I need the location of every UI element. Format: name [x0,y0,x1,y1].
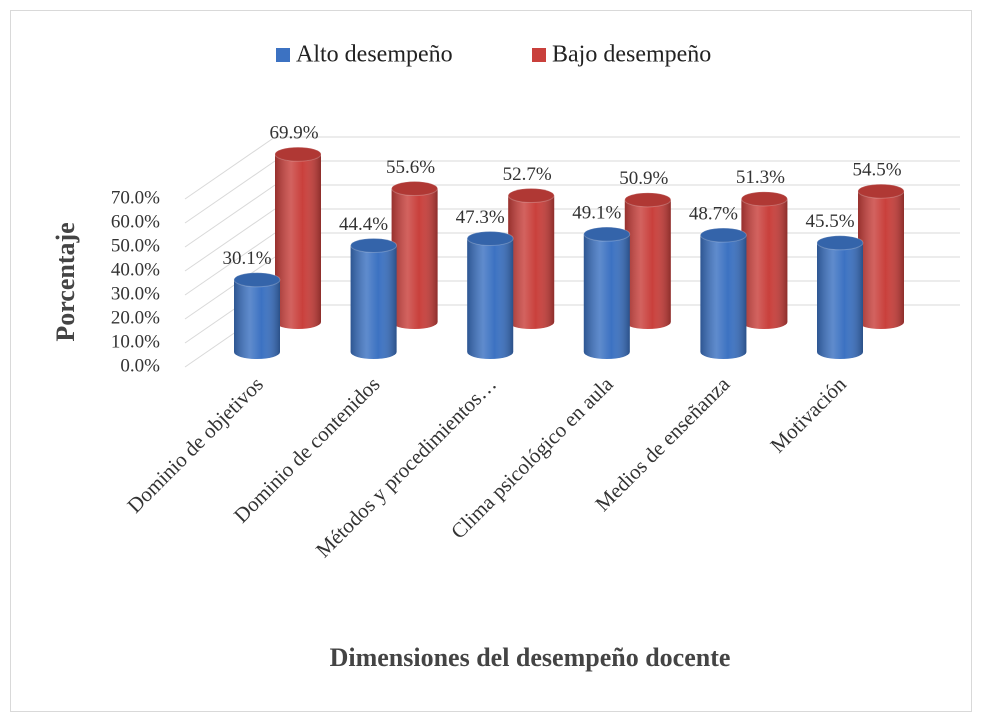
bar-shade [391,188,438,330]
bar-top-shade [624,192,671,207]
value-label: 45.5% [805,211,854,232]
bar [350,237,398,360]
y-tick-label: 20.0% [111,307,160,328]
value-label: 44.4% [339,214,388,235]
bar [699,227,747,360]
bar [583,226,631,360]
bar-shade [583,234,630,360]
bar-top-shade [391,181,438,196]
bar-top [274,146,322,162]
y-tick-label: 30.0% [111,283,160,304]
value-label: 30.1% [222,248,271,269]
legend-swatch [532,48,546,62]
x-axis-title: Dimensiones del desempeño docente [330,643,731,672]
value-label: 49.1% [572,203,621,224]
grid-line-side [184,160,276,224]
value-label: 47.3% [456,207,505,228]
value-label: 50.9% [619,168,668,189]
grid-line-side [184,136,276,200]
bar-top [583,226,631,242]
bar-top-shade [583,227,630,242]
value-label: 52.7% [503,164,552,185]
value-label: 51.3% [736,167,785,188]
bar-top-shade [350,238,397,253]
bar-top-shade [275,147,321,162]
y-axis-title: Porcentaje [51,222,80,341]
bar-top [624,192,672,208]
bar-top [233,272,281,288]
bar-top [466,230,514,246]
bar [816,235,864,359]
bar-top [740,191,788,207]
legend-label: Alto desempeño [296,42,453,68]
bar [233,272,281,359]
bar-top [391,181,439,197]
bar [740,191,788,330]
value-label: 69.9% [269,123,318,144]
y-tick-label: 10.0% [111,331,160,352]
bar-shade [741,198,788,330]
y-tick-label: 60.0% [111,211,160,232]
bar-top [350,237,398,253]
bar-top-shade [467,231,514,246]
bar-top-shade [817,235,863,250]
bar-shade [817,242,863,359]
bar-shade [234,279,280,359]
y-tick-label: 0.0% [120,355,160,376]
bar [466,230,514,360]
bar-shade [467,238,514,360]
grid-line-side [184,208,276,272]
bar-shade [350,245,397,360]
y-tick-label: 40.0% [111,259,160,280]
grid-line-side [184,256,276,320]
bar-top [507,188,555,204]
value-label: 55.6% [386,157,435,178]
bar [391,181,439,330]
value-label: 48.7% [689,203,738,224]
bar [274,146,322,329]
value-label: 54.5% [852,160,901,181]
legend-swatch [276,48,290,62]
bar-shade [858,191,904,329]
grid-line-side [184,184,276,248]
y-tick-label: 70.0% [111,187,160,208]
bar-shade [275,154,321,329]
bar [857,183,905,329]
bar-top [857,183,905,199]
bar-shade [508,195,555,330]
bar-top-shade [234,272,280,287]
bar-shade [700,235,747,360]
bar-top [699,227,747,243]
y-tick-label: 50.0% [111,235,160,256]
bar-top-shade [508,188,555,203]
bar-top-shade [741,191,788,206]
bar-top-shade [700,228,747,243]
chart-frame [10,10,972,712]
legend-label: Bajo desempeño [552,42,711,68]
bar [507,188,555,330]
bar [624,192,672,330]
bar-top [816,235,864,251]
grid-line-side [184,232,276,296]
bar-shade [624,199,671,330]
bar-top-shade [858,184,904,199]
